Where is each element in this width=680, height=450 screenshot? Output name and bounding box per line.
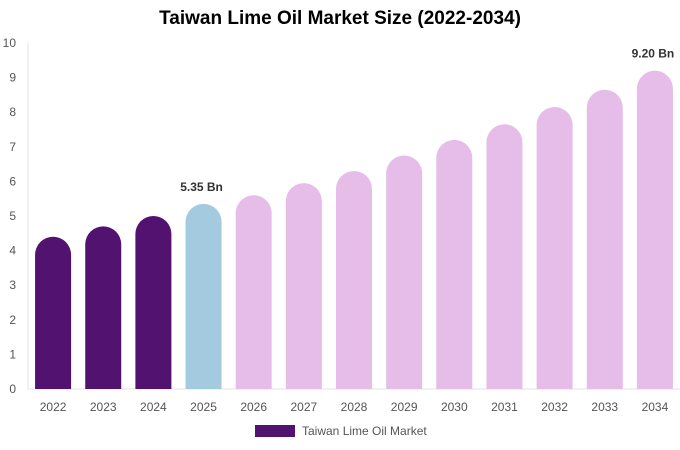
bar-2024 [135, 216, 172, 389]
bar-2033 [586, 89, 623, 389]
bar-2034 [636, 70, 673, 390]
x-tick-label: 2034 [642, 400, 669, 414]
data-label-2025: 5.35 Bn [180, 180, 223, 194]
bar-2028 [336, 171, 372, 389]
y-tick-label: 5 [9, 209, 16, 223]
legend-swatch [255, 425, 295, 437]
bar-2031 [486, 124, 523, 390]
data-label-2034: 9.20 Bn [632, 47, 675, 61]
x-tick-label: 2022 [40, 400, 67, 414]
y-tick-label: 4 [9, 244, 16, 258]
data-labels: 5.35 Bn 9.20 Bn [180, 47, 674, 194]
x-tick-label: 2032 [541, 400, 568, 414]
x-axis-ticks: 2022 2023 2024 2025 2026 2027 2028 2029 2030 2031… [40, 400, 669, 414]
bar-2022 [35, 236, 72, 389]
bar-2030 [436, 139, 473, 389]
x-tick-label: 2027 [290, 400, 317, 414]
bar-2026 [235, 195, 272, 389]
y-tick-label: 8 [9, 105, 16, 119]
y-tick-label: 7 [9, 140, 16, 154]
bar-2027 [285, 183, 322, 389]
bar-series [35, 70, 673, 390]
x-tick-label: 2024 [140, 400, 167, 414]
x-tick-label: 2030 [441, 400, 468, 414]
y-tick-label: 9 [9, 71, 16, 85]
bar-2029 [386, 155, 423, 389]
bar-2025 [185, 203, 222, 389]
x-tick-label: 2028 [341, 400, 368, 414]
y-tick-label: 6 [9, 174, 16, 188]
y-tick-label: 10 [3, 36, 17, 50]
bar-2032 [536, 107, 573, 389]
x-tick-label: 2025 [190, 400, 217, 414]
y-tick-label: 3 [9, 278, 16, 292]
bar-2023 [85, 226, 122, 389]
y-axis-ticks: 0 1 2 3 4 5 6 7 8 9 10 [3, 36, 17, 396]
y-tick-label: 2 [9, 313, 16, 327]
y-tick-label: 1 [9, 347, 16, 361]
x-tick-label: 2029 [391, 400, 418, 414]
x-tick-label: 2026 [240, 400, 267, 414]
x-tick-label: 2031 [491, 400, 518, 414]
y-tick-label: 0 [9, 382, 16, 396]
legend: Taiwan Lime Oil Market [255, 424, 427, 438]
x-tick-label: 2033 [591, 400, 618, 414]
chart-title: Taiwan Lime Oil Market Size (2022-2034) [159, 8, 521, 29]
x-tick-label: 2023 [90, 400, 117, 414]
legend-label: Taiwan Lime Oil Market [302, 424, 427, 438]
